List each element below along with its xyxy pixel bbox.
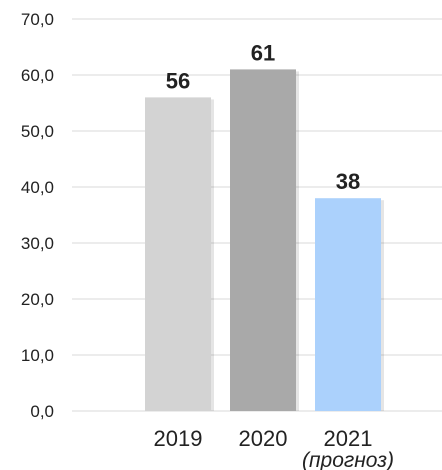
category-sublabel-2021: (прогноз) [302,449,394,470]
bars [145,69,384,412]
x-axis-category-labels: 2019 2020 2021(прогноз) [154,426,394,470]
category-label-2021: 2021 [324,426,373,451]
data-labels: 56 61 38 [166,40,360,194]
data-label-2021: 38 [336,169,360,194]
y-tick-label: 0,0 [30,402,54,421]
y-tick-label: 70,0 [21,10,54,29]
data-label-2019: 56 [166,68,190,93]
y-tick-label: 60,0 [21,66,54,85]
y-tick-label: 10,0 [21,346,54,365]
category-label-2019: 2019 [154,426,203,451]
bar-2020 [230,69,296,412]
bar-2021 [315,198,381,411]
y-tick-label: 30,0 [21,234,54,253]
y-axis-tick-labels: 0,0 10,0 20,0 30,0 40,0 50,0 60,0 70,0 [21,10,54,421]
data-label-2020: 61 [251,40,275,65]
bar-2019 [145,97,211,412]
y-tick-label: 50,0 [21,122,54,141]
y-tick-label: 20,0 [21,290,54,309]
y-tick-label: 40,0 [21,178,54,197]
category-label-2020: 2020 [239,426,288,451]
